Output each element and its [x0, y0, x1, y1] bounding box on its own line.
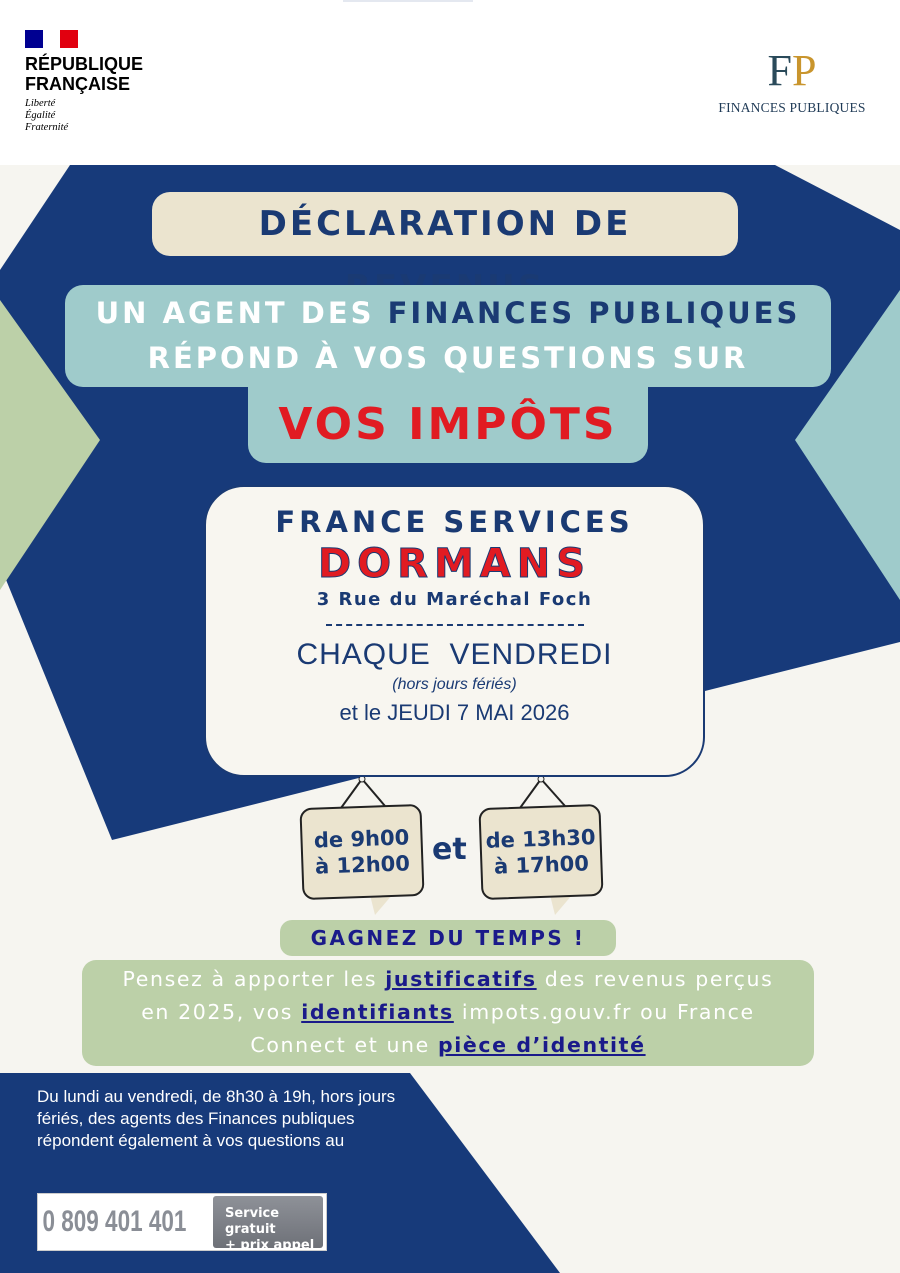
green-triangle — [0, 300, 100, 590]
flag-icon — [25, 30, 79, 48]
motto: Fraternité — [25, 122, 69, 133]
tips-link: justificatifs — [385, 967, 537, 991]
tips-link: identifiants — [301, 1000, 454, 1024]
schedule: CHAQUE VENDREDI — [296, 638, 613, 671]
emphasis-heading: VOS IMPÔTS — [248, 387, 648, 463]
service-note: Service gratuit + prix appel — [213, 1196, 323, 1251]
tips-link: pièce d’identité — [437, 1033, 646, 1057]
phone-number: 0 809 401 401 — [42, 1205, 187, 1238]
hours-text: à 17h00 — [493, 851, 590, 879]
sign-string — [361, 778, 386, 807]
subtitle-highlight: FINANCES PUBLIQUES — [387, 296, 801, 330]
page-title: DÉCLARATION DE REVENUS — [152, 192, 738, 308]
sign-string — [340, 778, 363, 809]
teal-triangle — [795, 290, 900, 600]
phone-banner: 0 809 401 401 Service gratuit + prix appe… — [37, 1193, 327, 1251]
logo-text: RÉPUBLIQUE — [25, 54, 144, 74]
header: RÉPUBLIQUE FRANÇAISE Liberté Égalité Frater… — [0, 0, 900, 165]
tips-heading: GAGNEZ DU TEMPS ! — [280, 920, 616, 956]
afternoon-hours-sign: de 13h30 à 17h00 — [478, 803, 604, 901]
divider — [343, 0, 473, 2]
republique-francaise-logo: RÉPUBLIQUE FRANÇAISE Liberté Égalité Frater… — [25, 30, 143, 134]
contact-text: Du lundi au vendredi, de 8h30 à 19h, hor… — [37, 1087, 396, 1150]
schedule-exception: (hors jours fériés) — [392, 676, 517, 693]
tips-text: des revenus perçus en 2025, vos — [141, 967, 774, 1024]
motto: Liberté — [25, 98, 56, 109]
subtitle-text: UN AGENT DES — [95, 296, 388, 330]
location-card: FRANCE SERVICES DORMANS 3 Rue du Marécha… — [204, 485, 705, 777]
motto: Égalité — [25, 110, 56, 121]
connector: et — [432, 832, 467, 867]
logo-text: FRANÇAISE — [25, 74, 131, 94]
sign-string — [540, 778, 566, 807]
sign-tail — [370, 895, 392, 915]
service-note-text: + prix appel — [225, 1238, 315, 1251]
sign-tail — [550, 895, 572, 915]
extra-date: et le JEUDI 7 MAI 2026 — [339, 700, 570, 725]
tips-box: Pensez à apporter les justificatifs des … — [82, 960, 814, 1066]
subtitle: UN AGENT DES FINANCES PUBLIQUES RÉPOND À… — [65, 285, 831, 387]
morning-hours-sign: de 9h00 à 12h00 — [299, 803, 425, 901]
location-name: FRANCE SERVICES — [275, 505, 634, 539]
subtitle-text: RÉPOND À VOS QUESTIONS SUR — [147, 341, 749, 375]
divider — [325, 624, 584, 626]
tips-text: impots.gouv.fr ou France Connect et une — [250, 1000, 755, 1057]
hours-text: à 12h00 — [314, 851, 411, 879]
sign-string — [519, 778, 542, 809]
service-note-text: Service gratuit — [225, 1206, 280, 1237]
location-city: DORMANS — [317, 541, 592, 588]
location-address: 3 Rue du Maréchal Foch — [316, 589, 593, 610]
logo-text: FINANCES PUBLIQUES — [718, 100, 866, 115]
tips-text: Pensez à apporter les — [122, 967, 386, 991]
